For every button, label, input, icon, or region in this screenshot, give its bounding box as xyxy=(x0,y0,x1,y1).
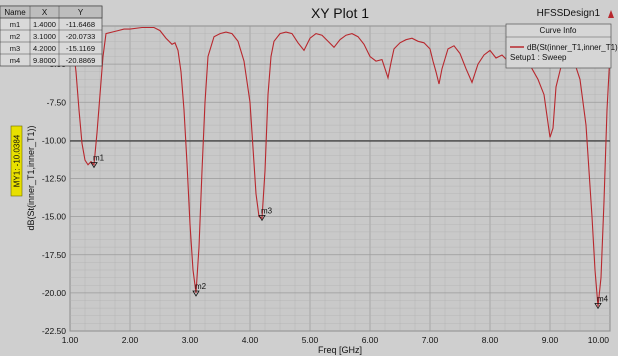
marker-point[interactable] xyxy=(258,215,266,222)
y-tick-label: -22.50 xyxy=(42,326,66,336)
marker-point[interactable] xyxy=(192,290,200,297)
marker-table-cell: m2 xyxy=(10,32,20,41)
y-marker-badge-text: MY1: -10.0384 xyxy=(13,134,22,187)
marker-table-cell: -11.6468 xyxy=(66,20,95,29)
x-tick-label: 6.00 xyxy=(362,335,379,345)
marker-table-cell: -15.1169 xyxy=(66,44,95,53)
legend: Curve Info dB(St(inner_T1,inner_T1)) Set… xyxy=(505,23,618,69)
legend-header: Curve Info xyxy=(540,26,577,35)
y-tick-label: -12.50 xyxy=(42,174,66,184)
marker-table-cell: -20.0733 xyxy=(66,32,96,41)
marker-table-cell: 1.4000 xyxy=(33,20,56,29)
marker-table-header: X xyxy=(42,8,48,17)
marker-label: m3 xyxy=(261,206,273,215)
markers: m1 m2 m3 m4 xyxy=(90,153,609,310)
x-tick-label: 9.00 xyxy=(542,335,559,345)
y-marker-badge: MY1: -10.0384 xyxy=(10,125,23,197)
design-name: HFSSDesign1 xyxy=(537,8,601,19)
legend-sub: Setup1 : Sweep xyxy=(510,53,567,62)
legend-entry: dB(St(inner_T1,inner_T1)) xyxy=(527,43,618,52)
x-tick-label: 3.00 xyxy=(182,335,199,345)
marker-label: m2 xyxy=(195,282,207,291)
y-tick-labels: -5.00-7.50-10.00-12.50-15.00-17.50-20.00… xyxy=(42,59,66,336)
marker-table-cell: -20.8869 xyxy=(66,56,96,65)
x-tick-label: 8.00 xyxy=(482,335,499,345)
y-tick-label: -20.00 xyxy=(42,288,66,298)
x-tick-label: 1.00 xyxy=(62,335,79,345)
marker-point[interactable] xyxy=(90,162,98,169)
marker-table-cell: 3.1000 xyxy=(33,32,56,41)
plot-title: XY Plot 1 xyxy=(311,5,369,21)
marker-table-cell: m3 xyxy=(10,44,20,53)
marker-point[interactable] xyxy=(594,303,602,310)
ansys-logo-icon xyxy=(608,10,614,18)
y-tick-label: -7.50 xyxy=(47,97,67,107)
x-tick-label: 5.00 xyxy=(302,335,319,345)
x-tick-label: 2.00 xyxy=(122,335,139,345)
x-tick-label: 10.00 xyxy=(588,335,610,345)
marker-table-header: Y xyxy=(78,8,84,17)
y-axis-label: dB(St(inner_T1,inner_T1)) xyxy=(26,125,36,230)
grid-lines xyxy=(69,25,611,332)
x-tick-label: 7.00 xyxy=(422,335,439,345)
marker-table: Name X Ym1 1.4000 -11.6468 m2 3.1000 -20.0733 m3… xyxy=(0,5,103,67)
y-tick-label: -15.00 xyxy=(42,212,66,222)
marker-table-header: Name xyxy=(4,8,26,17)
y-tick-label: -17.50 xyxy=(42,250,66,260)
marker-table-cell: m4 xyxy=(10,56,20,65)
marker-label: m1 xyxy=(93,153,105,162)
x-tick-label: 4.00 xyxy=(242,335,259,345)
marker-label: m4 xyxy=(597,294,609,303)
marker-table-cell: m1 xyxy=(10,20,20,29)
x-axis-label: Freq [GHz] xyxy=(318,345,362,355)
y-tick-label: -10.00 xyxy=(42,135,66,145)
marker-table-cell: 4.2000 xyxy=(33,44,56,53)
x-tick-labels: 1.00 2.00 3.00 4.00 5.00 6.00 7.00 8.00 9.00 10.0… xyxy=(62,335,610,345)
marker-table-cell: 9.8000 xyxy=(33,56,56,65)
